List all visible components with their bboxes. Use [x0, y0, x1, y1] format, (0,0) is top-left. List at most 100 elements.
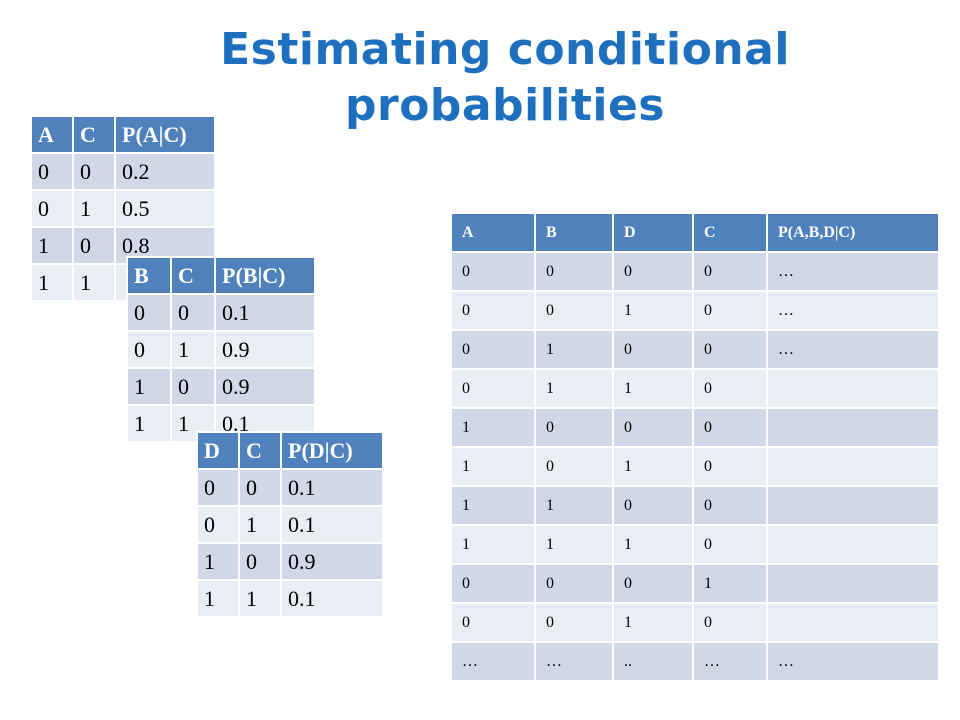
table-cell: 1 [238, 579, 282, 618]
table-header-row: A C P(A|C) [30, 115, 216, 154]
table-row: 0 0 0.2 [30, 152, 216, 191]
table-cell: 0 [450, 602, 536, 643]
table-cell: 0 [534, 407, 614, 448]
table-cell: 1 [534, 368, 614, 409]
table-cell: 1 [692, 563, 768, 604]
table-cell: 0 [238, 468, 282, 507]
table-row: 0 0 1 0… [450, 290, 940, 331]
column-header: P(A|C) [114, 115, 216, 154]
table-cell: … [534, 641, 614, 682]
table-row: 0 1 0 0… [450, 329, 940, 370]
table-cell: 1 [72, 189, 116, 228]
table-cell: 1 [238, 505, 282, 544]
table-cell: 1 [30, 226, 74, 265]
table-cell: … [766, 329, 940, 370]
cpt-table-b-given-c: B C P(B|C) 0 0 0.1 0 1 0.9 1 0 0.9 1 1 0.1 [126, 256, 316, 443]
table-cell: 0 [72, 226, 116, 265]
table-cell: 0 [30, 152, 74, 191]
table-cell: .. [612, 641, 694, 682]
table-cell: 1 [612, 368, 694, 409]
table-row: 0 1 0.1 [196, 505, 384, 544]
table-cell: 0 [692, 485, 768, 526]
table-cell [766, 524, 940, 565]
title-line-1: Estimating conditional [220, 24, 790, 75]
table-header-row: A B D C P(A,B,D|C) [450, 212, 940, 253]
table-cell: … [450, 641, 536, 682]
table-row: 0 0 0.1 [196, 468, 384, 507]
joint-cpt-table: A B D C P(A,B,D|C) 0 0 0 0… 0 0 1 0… 0 1 0 0… 0 1 1 0 1 0 0 0 1 0… [450, 212, 940, 682]
table-cell: 1 [450, 524, 536, 565]
table-cell [766, 485, 940, 526]
table-cell: … [766, 641, 940, 682]
table-cell: 0.1 [214, 293, 316, 332]
table-cell: 0 [450, 290, 536, 331]
table-cell: 1 [72, 263, 116, 302]
table-row: 0 1 0.9 [126, 330, 316, 369]
table-cell: … [766, 290, 940, 331]
table-cell: 0 [196, 468, 240, 507]
table-cell: 0 [450, 563, 536, 604]
column-header: A [450, 212, 536, 253]
table-cell: 0 [534, 446, 614, 487]
table-cell: 1 [534, 524, 614, 565]
table-row: 1 0 0.9 [196, 542, 384, 581]
table-cell: 1 [126, 404, 172, 443]
column-header: B [534, 212, 614, 253]
table-cell: 1 [534, 485, 614, 526]
column-header: C [692, 212, 768, 253]
table-cell: 0 [450, 368, 536, 409]
table-cell: 0.9 [214, 330, 316, 369]
table-cell: 0 [534, 563, 614, 604]
table-cell: 1 [30, 263, 74, 302]
table-row: ……..…… [450, 641, 940, 682]
column-header: D [612, 212, 694, 253]
table-cell: 0 [612, 329, 694, 370]
table-cell: 0.1 [280, 505, 384, 544]
table-row: 0 0 0 0… [450, 251, 940, 292]
table-cell: 0 [196, 505, 240, 544]
column-header: C [238, 431, 282, 470]
column-header: A [30, 115, 74, 154]
table-row: 1 1 0.1 [196, 579, 384, 618]
table-cell: 0 [534, 251, 614, 292]
table-cell: 0.5 [114, 189, 216, 228]
table-cell: 0.1 [280, 468, 384, 507]
table-cell: 0.9 [280, 542, 384, 581]
table-row: 0 0 0.1 [126, 293, 316, 332]
table-cell: 0 [692, 290, 768, 331]
table-cell: 0 [612, 563, 694, 604]
table-cell: 0 [612, 485, 694, 526]
column-header: P(D|C) [280, 431, 384, 470]
table-cell: 0 [72, 152, 116, 191]
cpt-table-d-given-c: D C P(D|C) 0 0 0.1 0 1 0.1 1 0 0.9 1 1 0.1 [196, 431, 384, 618]
table-cell: 1 [612, 446, 694, 487]
table-header-row: D C P(D|C) [196, 431, 384, 470]
column-header: P(A,B,D|C) [766, 212, 940, 253]
table-cell: 0 [692, 368, 768, 409]
table-cell: 1 [126, 367, 172, 406]
table-cell: 1 [450, 485, 536, 526]
table-cell [766, 407, 940, 448]
table-cell: 1 [196, 542, 240, 581]
table-cell: 0 [534, 602, 614, 643]
column-header: P(B|C) [214, 256, 316, 295]
table-cell: 0 [126, 330, 172, 369]
table-cell [766, 446, 940, 487]
table-cell: 1 [534, 329, 614, 370]
table-cell: 1 [612, 524, 694, 565]
table-cell: 1 [612, 290, 694, 331]
table-cell: 0 [692, 329, 768, 370]
column-header: C [72, 115, 116, 154]
table-cell: 0 [692, 524, 768, 565]
column-header: D [196, 431, 240, 470]
table-cell: 0 [450, 329, 536, 370]
table-cell: 0 [692, 446, 768, 487]
column-header: B [126, 256, 172, 295]
table-cell [766, 602, 940, 643]
table-cell: 0 [30, 189, 74, 228]
